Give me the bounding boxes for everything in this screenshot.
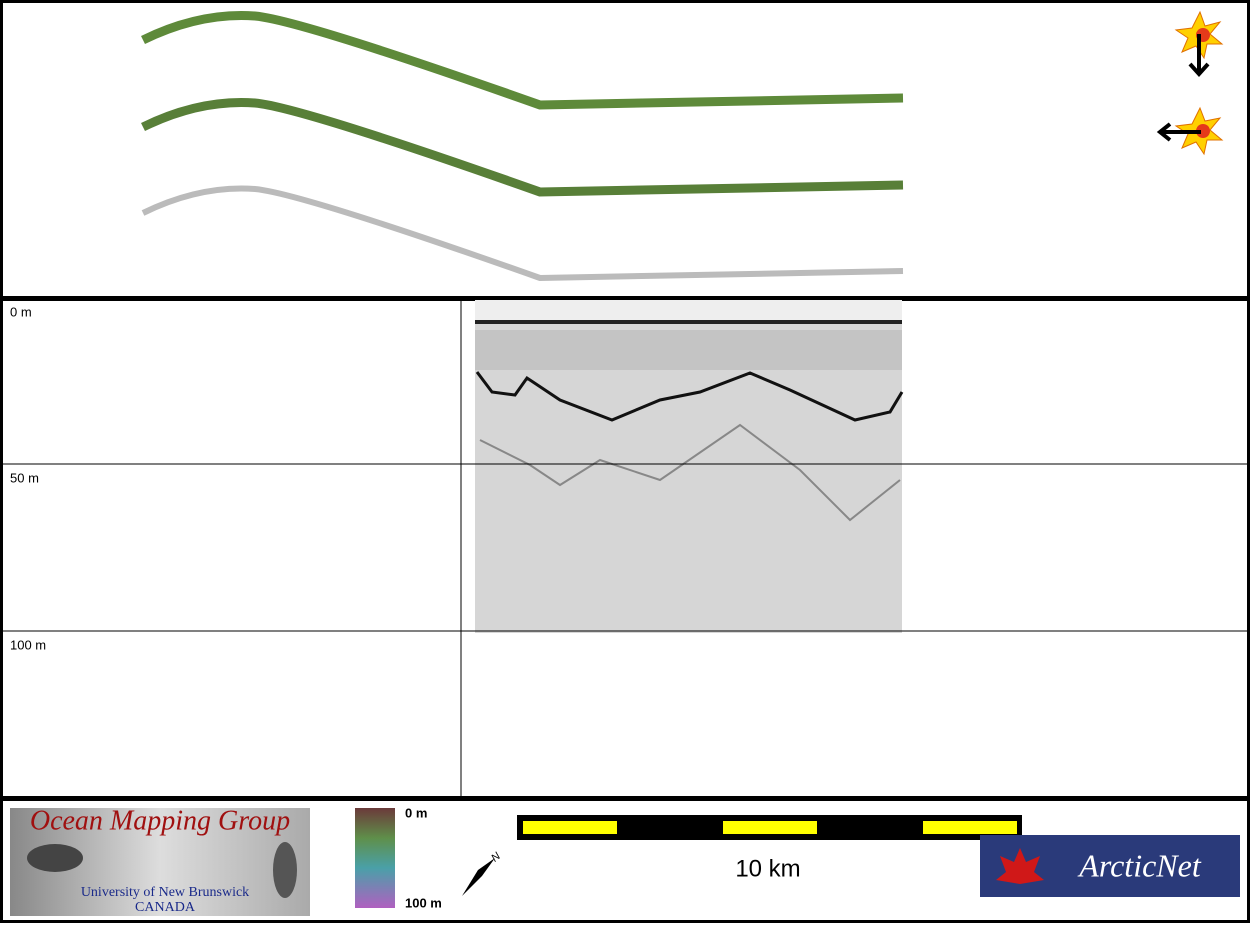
- omg-title: Ocean Mapping Group: [30, 805, 290, 836]
- profile-surface: [475, 320, 902, 324]
- colorbar-label: 100 m: [405, 895, 442, 910]
- sun-icons: [1156, 10, 1224, 156]
- swath-backscatter: [141, 11, 904, 110]
- arrow-down: [1188, 34, 1210, 77]
- profile-header: [475, 300, 902, 320]
- divider: [0, 296, 1250, 301]
- divider: [0, 796, 1250, 801]
- arrow-left: [1156, 122, 1201, 142]
- scale-label: 10 km: [735, 855, 800, 882]
- north-arrow: [462, 858, 495, 896]
- sun-core: [1196, 124, 1210, 138]
- colorbar: [355, 808, 395, 908]
- arcticnet-label: ArcticNet: [1077, 847, 1202, 883]
- logo-shape: [27, 844, 83, 872]
- colorbar-label: 0 m: [405, 805, 427, 820]
- swath-bathymetry: [141, 98, 904, 197]
- scale-segment: [723, 821, 817, 834]
- maple-leaf: [996, 848, 1044, 884]
- sub-reflector: [479, 423, 901, 522]
- omg-university: University of New Brunswick: [81, 885, 249, 900]
- profile-water: [475, 330, 902, 370]
- depth-label: 100 m: [10, 637, 46, 652]
- depth-label: 0 m: [10, 304, 32, 319]
- depth-label: 50 m: [10, 470, 39, 485]
- logo-shape: [273, 842, 297, 898]
- scale-segment: [923, 821, 1017, 834]
- swath-gray: [141, 185, 904, 282]
- swaths: [141, 11, 904, 282]
- omg-country: CANADA: [135, 900, 196, 915]
- seafloor-reflector: [475, 371, 904, 422]
- scale-segment: [523, 821, 617, 834]
